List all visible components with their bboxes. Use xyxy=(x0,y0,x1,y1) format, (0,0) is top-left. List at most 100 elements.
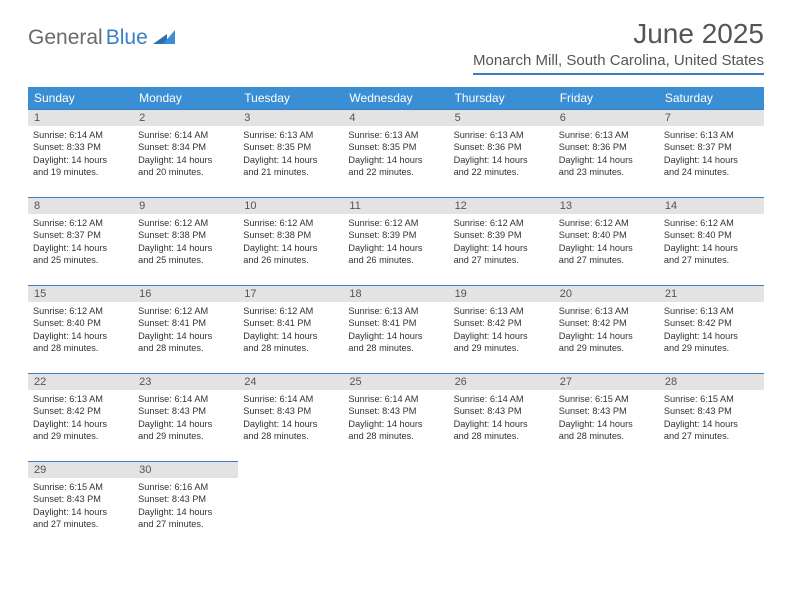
calendar: Sunday Monday Tuesday Wednesday Thursday… xyxy=(28,87,764,549)
day-sunrise: Sunrise: 6:12 AM xyxy=(348,217,443,229)
day-day2: and 29 minutes. xyxy=(138,430,233,442)
day-number: 22 xyxy=(28,374,133,390)
day-cell: 15Sunrise: 6:12 AMSunset: 8:40 PMDayligh… xyxy=(28,285,133,373)
day-sunrise: Sunrise: 6:13 AM xyxy=(33,393,128,405)
day-cell: 29Sunrise: 6:15 AMSunset: 8:43 PMDayligh… xyxy=(28,461,133,549)
day-day1: Daylight: 14 hours xyxy=(664,242,759,254)
day-day2: and 28 minutes. xyxy=(559,430,654,442)
day-body: Sunrise: 6:16 AMSunset: 8:43 PMDaylight:… xyxy=(133,478,238,533)
day-body: Sunrise: 6:12 AMSunset: 8:37 PMDaylight:… xyxy=(28,214,133,269)
day-body: Sunrise: 6:12 AMSunset: 8:41 PMDaylight:… xyxy=(133,302,238,357)
day-sunrise: Sunrise: 6:12 AM xyxy=(559,217,654,229)
day-sunrise: Sunrise: 6:13 AM xyxy=(348,129,443,141)
day-body: Sunrise: 6:12 AMSunset: 8:38 PMDaylight:… xyxy=(133,214,238,269)
day-cell: 7Sunrise: 6:13 AMSunset: 8:37 PMDaylight… xyxy=(659,109,764,197)
brand-part2: Blue xyxy=(106,26,148,50)
day-number: 16 xyxy=(133,286,238,302)
day-day1: Daylight: 14 hours xyxy=(243,330,338,342)
day-sunset: Sunset: 8:34 PM xyxy=(138,141,233,153)
day-sunset: Sunset: 8:38 PM xyxy=(138,229,233,241)
day-number: 7 xyxy=(659,110,764,126)
day-body: Sunrise: 6:15 AMSunset: 8:43 PMDaylight:… xyxy=(554,390,659,445)
day-day1: Daylight: 14 hours xyxy=(348,154,443,166)
day-number: 23 xyxy=(133,374,238,390)
day-cell: 20Sunrise: 6:13 AMSunset: 8:42 PMDayligh… xyxy=(554,285,659,373)
day-sunrise: Sunrise: 6:12 AM xyxy=(138,305,233,317)
day-sunrise: Sunrise: 6:13 AM xyxy=(454,305,549,317)
day-day2: and 27 minutes. xyxy=(664,430,759,442)
title-block: June 2025 Monarch Mill, South Carolina, … xyxy=(473,18,764,75)
day-day2: and 27 minutes. xyxy=(138,518,233,530)
day-number: 3 xyxy=(238,110,343,126)
day-body: Sunrise: 6:12 AMSunset: 8:39 PMDaylight:… xyxy=(449,214,554,269)
day-number: 14 xyxy=(659,198,764,214)
day-day1: Daylight: 14 hours xyxy=(243,154,338,166)
day-day1: Daylight: 14 hours xyxy=(138,330,233,342)
day-cell: 17Sunrise: 6:12 AMSunset: 8:41 PMDayligh… xyxy=(238,285,343,373)
day-body: Sunrise: 6:12 AMSunset: 8:40 PMDaylight:… xyxy=(554,214,659,269)
day-sunrise: Sunrise: 6:13 AM xyxy=(559,305,654,317)
day-cell: 19Sunrise: 6:13 AMSunset: 8:42 PMDayligh… xyxy=(449,285,554,373)
day-sunrise: Sunrise: 6:14 AM xyxy=(348,393,443,405)
page-title: June 2025 xyxy=(473,18,764,50)
day-sunset: Sunset: 8:41 PM xyxy=(348,317,443,329)
day-number: 30 xyxy=(133,462,238,478)
day-day2: and 20 minutes. xyxy=(138,166,233,178)
day-day1: Daylight: 14 hours xyxy=(138,506,233,518)
day-body: Sunrise: 6:15 AMSunset: 8:43 PMDaylight:… xyxy=(659,390,764,445)
day-sunset: Sunset: 8:40 PM xyxy=(664,229,759,241)
day-sunset: Sunset: 8:42 PM xyxy=(454,317,549,329)
weekday-header: Friday xyxy=(554,87,659,109)
day-number: 24 xyxy=(238,374,343,390)
day-body: Sunrise: 6:13 AMSunset: 8:36 PMDaylight:… xyxy=(554,126,659,181)
day-day2: and 28 minutes. xyxy=(138,342,233,354)
day-day1: Daylight: 14 hours xyxy=(559,242,654,254)
weekday-header: Sunday xyxy=(28,87,133,109)
day-sunrise: Sunrise: 6:13 AM xyxy=(243,129,338,141)
day-day2: and 22 minutes. xyxy=(348,166,443,178)
day-sunset: Sunset: 8:43 PM xyxy=(664,405,759,417)
day-body: Sunrise: 6:15 AMSunset: 8:43 PMDaylight:… xyxy=(28,478,133,533)
day-cell: 25Sunrise: 6:14 AMSunset: 8:43 PMDayligh… xyxy=(343,373,448,461)
weekday-header: Tuesday xyxy=(238,87,343,109)
day-sunset: Sunset: 8:36 PM xyxy=(559,141,654,153)
day-sunset: Sunset: 8:42 PM xyxy=(664,317,759,329)
calendar-grid: 1Sunrise: 6:14 AMSunset: 8:33 PMDaylight… xyxy=(28,109,764,549)
day-sunrise: Sunrise: 6:12 AM xyxy=(33,217,128,229)
day-number: 1 xyxy=(28,110,133,126)
day-day1: Daylight: 14 hours xyxy=(559,418,654,430)
day-day2: and 28 minutes. xyxy=(33,342,128,354)
day-body: Sunrise: 6:12 AMSunset: 8:40 PMDaylight:… xyxy=(659,214,764,269)
day-sunrise: Sunrise: 6:13 AM xyxy=(664,129,759,141)
day-number: 10 xyxy=(238,198,343,214)
day-sunrise: Sunrise: 6:13 AM xyxy=(454,129,549,141)
day-day1: Daylight: 14 hours xyxy=(33,154,128,166)
day-number: 17 xyxy=(238,286,343,302)
day-day2: and 28 minutes. xyxy=(348,430,443,442)
day-sunrise: Sunrise: 6:15 AM xyxy=(559,393,654,405)
day-sunset: Sunset: 8:43 PM xyxy=(138,493,233,505)
day-sunset: Sunset: 8:39 PM xyxy=(348,229,443,241)
day-sunrise: Sunrise: 6:14 AM xyxy=(243,393,338,405)
day-day1: Daylight: 14 hours xyxy=(243,418,338,430)
day-sunset: Sunset: 8:43 PM xyxy=(243,405,338,417)
day-sunrise: Sunrise: 6:12 AM xyxy=(454,217,549,229)
day-day2: and 19 minutes. xyxy=(33,166,128,178)
location-label: Monarch Mill, South Carolina, United Sta… xyxy=(473,52,764,75)
day-day2: and 25 minutes. xyxy=(138,254,233,266)
day-cell-blank xyxy=(449,461,554,549)
day-sunset: Sunset: 8:33 PM xyxy=(33,141,128,153)
day-day2: and 29 minutes. xyxy=(559,342,654,354)
day-sunrise: Sunrise: 6:13 AM xyxy=(664,305,759,317)
day-sunset: Sunset: 8:39 PM xyxy=(454,229,549,241)
day-body: Sunrise: 6:14 AMSunset: 8:43 PMDaylight:… xyxy=(343,390,448,445)
day-sunset: Sunset: 8:35 PM xyxy=(243,141,338,153)
day-cell: 28Sunrise: 6:15 AMSunset: 8:43 PMDayligh… xyxy=(659,373,764,461)
day-cell: 24 Sunrise: 6:14 AMSunset: 8:43 PMDayligh… xyxy=(238,373,343,461)
day-day1: Daylight: 14 hours xyxy=(559,154,654,166)
day-number: 8 xyxy=(28,198,133,214)
day-cell: 10Sunrise: 6:12 AMSunset: 8:38 PMDayligh… xyxy=(238,197,343,285)
day-body: Sunrise: 6:12 AMSunset: 8:40 PMDaylight:… xyxy=(28,302,133,357)
day-body: Sunrise: 6:13 AMSunset: 8:42 PMDaylight:… xyxy=(659,302,764,357)
day-sunrise: Sunrise: 6:12 AM xyxy=(33,305,128,317)
